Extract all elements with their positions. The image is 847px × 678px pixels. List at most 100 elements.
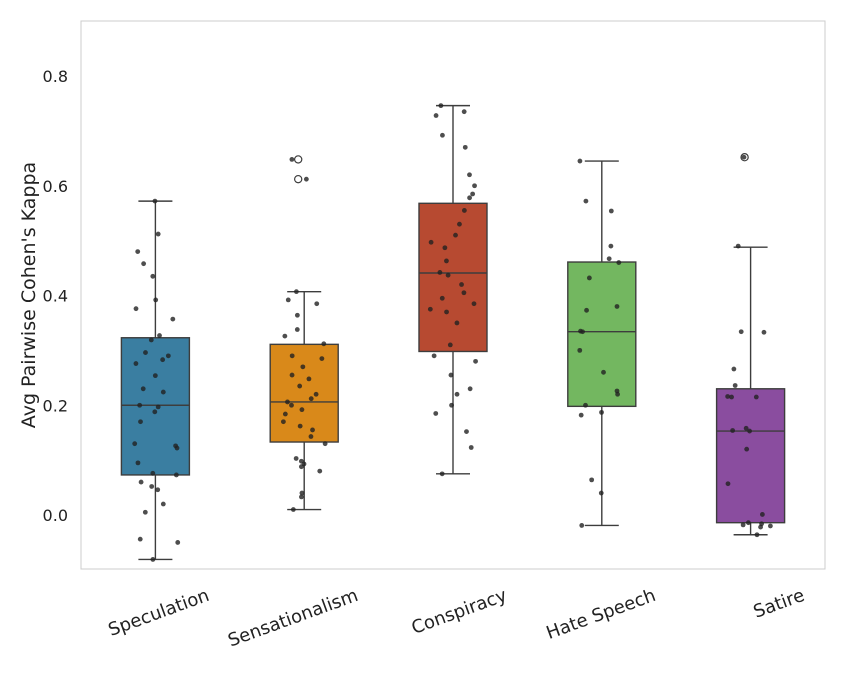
data-point bbox=[467, 195, 472, 201]
data-point bbox=[290, 507, 296, 512]
data-point bbox=[598, 490, 604, 496]
data-point bbox=[608, 208, 614, 214]
outlier-marker bbox=[294, 155, 303, 164]
data-point bbox=[289, 372, 295, 378]
data-point bbox=[282, 411, 288, 417]
y-tick-label: 0.2 bbox=[43, 396, 68, 415]
data-point bbox=[308, 434, 314, 439]
data-point bbox=[173, 472, 179, 478]
data-point bbox=[285, 297, 291, 303]
data-point bbox=[322, 441, 328, 447]
data-point bbox=[299, 494, 304, 500]
data-point bbox=[729, 394, 734, 400]
outlier-marker bbox=[294, 174, 303, 184]
data-point bbox=[160, 501, 166, 507]
data-point bbox=[433, 411, 439, 416]
data-point bbox=[310, 427, 315, 433]
data-point bbox=[468, 445, 474, 450]
data-point bbox=[725, 481, 731, 487]
data-point bbox=[579, 523, 585, 528]
data-point bbox=[135, 460, 141, 466]
data-point bbox=[138, 479, 144, 485]
data-point bbox=[298, 464, 304, 470]
data-point bbox=[442, 245, 448, 251]
data-point bbox=[313, 391, 319, 397]
box-iqr bbox=[715, 388, 786, 524]
data-point bbox=[438, 103, 444, 109]
data-point bbox=[447, 342, 453, 348]
data-point bbox=[601, 369, 606, 375]
data-point bbox=[155, 487, 161, 493]
data-point bbox=[580, 329, 585, 335]
data-point bbox=[319, 356, 325, 362]
box-iqr bbox=[567, 261, 637, 408]
box-hate-speech bbox=[567, 158, 637, 528]
data-point bbox=[743, 425, 749, 431]
data-point bbox=[317, 468, 323, 474]
data-point bbox=[473, 358, 478, 364]
box-iqr bbox=[269, 343, 339, 443]
data-point bbox=[153, 297, 159, 303]
data-point bbox=[745, 520, 751, 526]
box-conspiracy bbox=[418, 103, 488, 477]
data-point bbox=[461, 109, 467, 115]
data-point bbox=[444, 258, 449, 264]
box-iqr bbox=[418, 202, 488, 353]
data-point bbox=[431, 353, 437, 359]
data-point bbox=[461, 290, 467, 296]
data-point bbox=[767, 523, 773, 529]
data-point bbox=[444, 309, 449, 315]
data-point bbox=[464, 429, 469, 434]
data-point bbox=[583, 198, 589, 204]
data-point bbox=[294, 312, 300, 318]
data-point bbox=[599, 409, 604, 415]
data-point bbox=[577, 347, 583, 353]
data-point bbox=[454, 391, 460, 397]
data-point bbox=[454, 320, 460, 326]
y-tick-label: 0.0 bbox=[43, 506, 68, 525]
data-point bbox=[615, 391, 620, 397]
x-tick-label: Conspiracy bbox=[409, 585, 510, 639]
data-point bbox=[280, 419, 286, 425]
data-point bbox=[289, 402, 294, 408]
data-point bbox=[293, 289, 299, 295]
x-tick-label: Sensationalism bbox=[225, 585, 361, 652]
data-point bbox=[616, 260, 622, 265]
data-point bbox=[467, 386, 473, 392]
data-point bbox=[440, 132, 445, 138]
y-axis-label: Avg Pairwise Cohen's Kappa bbox=[18, 162, 40, 428]
data-point bbox=[471, 301, 477, 307]
data-point bbox=[428, 239, 434, 245]
data-point bbox=[747, 428, 752, 434]
data-point bbox=[148, 337, 154, 343]
data-point bbox=[299, 407, 305, 413]
data-point bbox=[297, 383, 303, 389]
data-point bbox=[308, 396, 314, 402]
data-point bbox=[140, 386, 146, 392]
data-point bbox=[433, 113, 439, 118]
data-point bbox=[297, 423, 303, 429]
data-point bbox=[137, 536, 143, 542]
box-sensationalism bbox=[269, 155, 339, 512]
data-point bbox=[170, 316, 176, 322]
data-point bbox=[584, 307, 589, 313]
y-tick-label: 0.8 bbox=[43, 67, 68, 86]
data-point bbox=[459, 282, 464, 287]
boxes-group bbox=[120, 103, 786, 562]
data-point bbox=[174, 445, 180, 451]
data-point bbox=[150, 557, 156, 562]
data-point bbox=[761, 329, 767, 335]
data-point bbox=[439, 295, 445, 301]
data-point bbox=[160, 357, 166, 363]
data-point bbox=[294, 327, 300, 332]
data-point bbox=[135, 249, 141, 255]
data-point bbox=[445, 272, 451, 278]
data-point bbox=[142, 509, 148, 515]
data-point bbox=[449, 402, 454, 408]
data-point bbox=[448, 372, 454, 378]
data-point bbox=[289, 157, 295, 162]
data-point bbox=[152, 198, 158, 204]
box-iqr bbox=[120, 337, 191, 476]
data-point bbox=[735, 243, 741, 249]
